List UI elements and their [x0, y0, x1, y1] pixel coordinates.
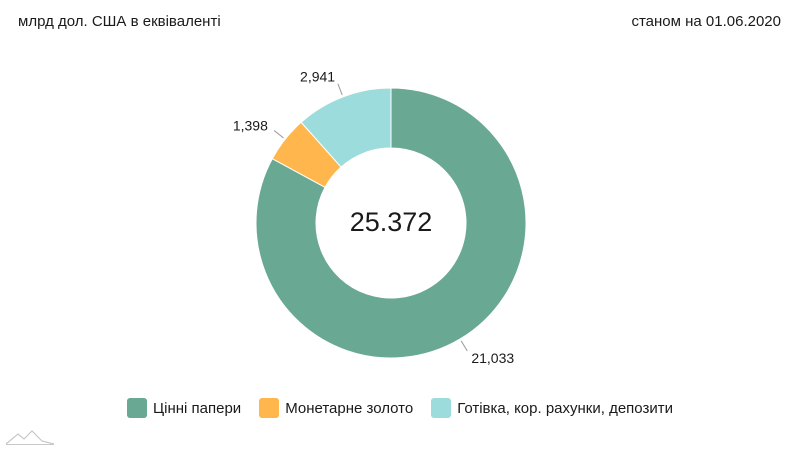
data-label-securities: 21,033	[471, 350, 514, 366]
legend-swatch-securities	[127, 398, 148, 418]
donut-slice-securities[interactable]	[255, 87, 527, 359]
donut-total-label: 25.372	[350, 207, 433, 237]
mountain-logo-icon	[5, 430, 55, 445]
legend-label-cash: Готівка, кор. рахунки, депозити	[457, 399, 673, 417]
date-label: станом на 01.06.2020	[631, 13, 781, 30]
leader-line-gold	[273, 130, 284, 139]
legend-swatch-gold	[259, 398, 280, 418]
leader-line-cash	[337, 83, 343, 96]
chart-legend: Цінні папери Монетарне золото Готівка, к…	[0, 398, 800, 418]
legend-swatch-cash	[431, 398, 452, 418]
data-label-cash: 2,941	[300, 68, 335, 84]
legend-item-securities[interactable]: Цінні папери	[127, 398, 241, 418]
legend-item-gold[interactable]: Монетарне золото	[259, 398, 413, 418]
legend-label-gold: Монетарне золото	[285, 399, 414, 417]
units-label: млрд дол. США в еквіваленті	[18, 13, 221, 30]
legend-label-securities: Цінні папери	[153, 399, 242, 417]
donut-slice-cash[interactable]	[300, 87, 392, 168]
legend-item-cash[interactable]: Готівка, кор. рахунки, депозити	[431, 398, 673, 418]
data-label-gold: 1,398	[233, 118, 268, 134]
donut-chart: 21,033 1,398 2,941 25.372	[233, 68, 527, 366]
leader-line-securities	[460, 340, 468, 352]
